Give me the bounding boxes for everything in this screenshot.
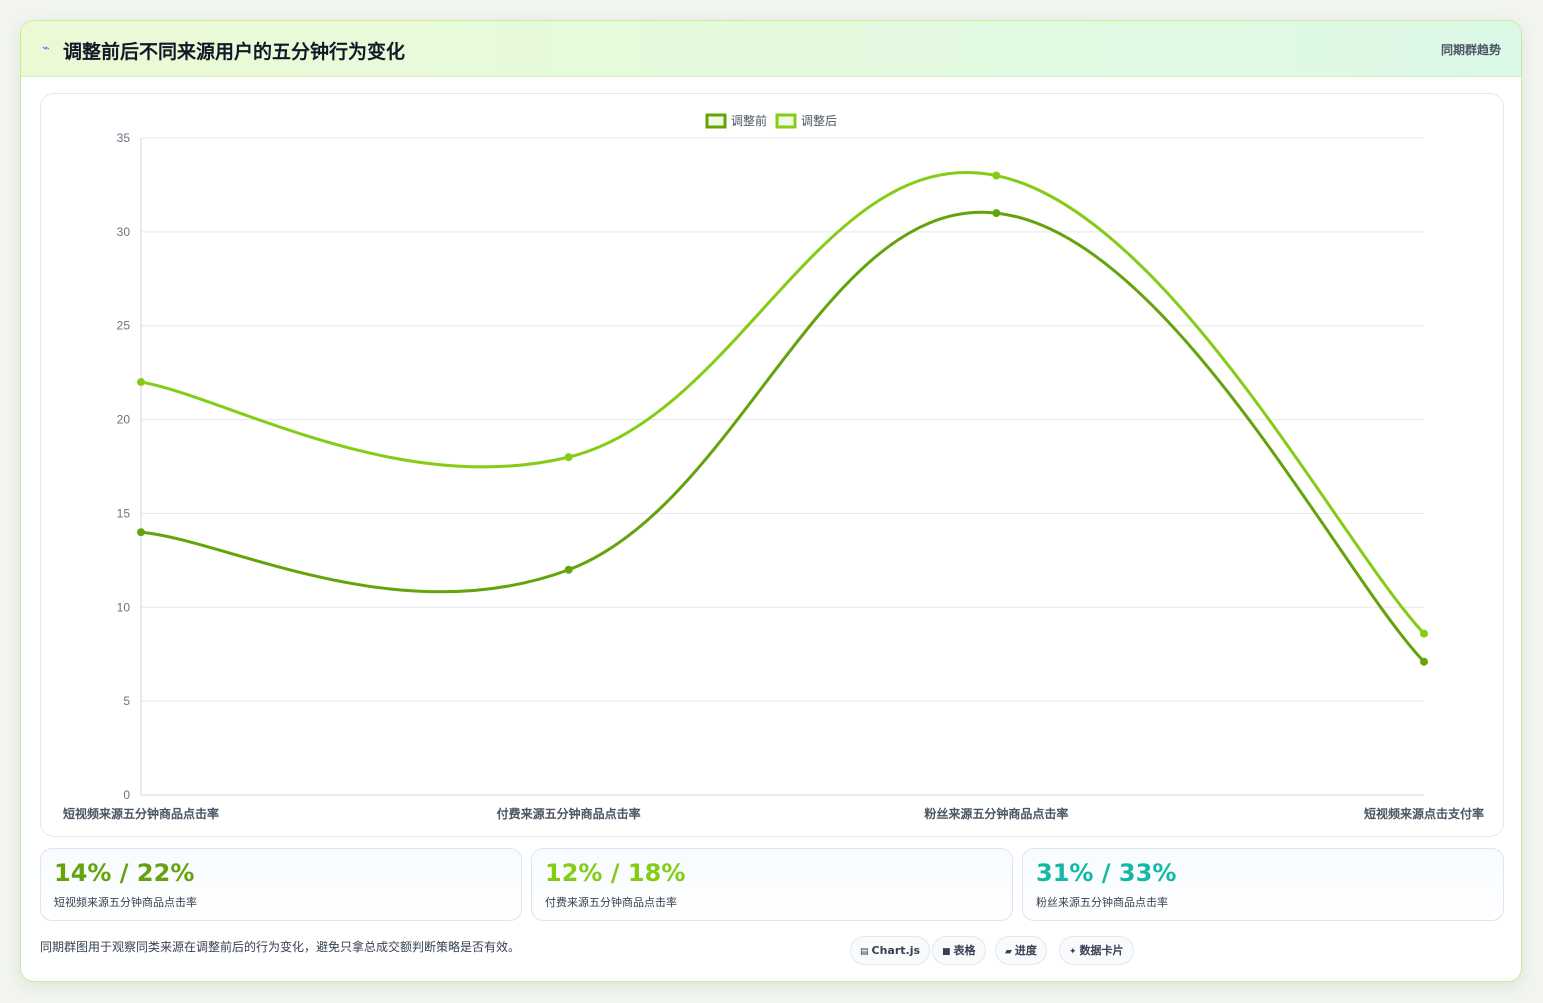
sparkle-icon: ✦ — [1069, 947, 1077, 957]
chip-table[interactable]: ■ 表格 — [932, 936, 986, 965]
y-tick-label: 15 — [117, 506, 131, 520]
stat-value: 31% / 33% — [1036, 859, 1177, 887]
card-header: ⌁ 调整前后不同来源用户的五分钟行为变化 同期群趋势 — [21, 21, 1521, 77]
data-point — [137, 528, 145, 537]
data-point — [1420, 629, 1428, 638]
chip-label: Chart.js — [871, 944, 921, 957]
data-point — [564, 565, 573, 574]
x-tick-label: 付费来源五分钟商品点击率 — [497, 806, 641, 821]
x-tick-label: 粉丝来源五分钟商品点击率 — [924, 806, 1068, 821]
y-tick-label: 0 — [123, 788, 130, 802]
stat-card: 12% / 18% 付费来源五分钟商品点击率 — [531, 848, 1013, 921]
chip-label: 进度 — [1014, 944, 1037, 957]
x-tick-label: 短视频来源点击支付率 — [1364, 806, 1484, 821]
data-point — [564, 453, 573, 462]
data-point — [1420, 657, 1428, 666]
card-title: 调整前后不同来源用户的五分钟行为变化 — [63, 41, 406, 63]
chip-progress[interactable]: ▰ 进度 — [995, 936, 1047, 965]
stat-value: 12% / 18% — [545, 859, 686, 887]
legend-label: 调整前 — [731, 113, 767, 128]
stat-label: 短视频来源五分钟商品点击率 — [54, 896, 197, 909]
series-line — [140, 171, 1426, 635]
table-icon: ■ — [942, 947, 951, 957]
y-tick-label: 25 — [117, 319, 131, 333]
chip-chartjs[interactable]: ▤ Chart.js — [850, 936, 931, 965]
legend-label: 调整后 — [801, 113, 837, 128]
data-point — [992, 209, 1001, 218]
footer-note: 同期群图用于观察同类来源在调整前后的行为变化，避免只拿总成交额判断策略是否有效。 — [40, 940, 521, 954]
chart-panel: 0 5 10 15 20 25 30 35 短视频来源五分钟商品点击率 付费来源五分钟商品点击率 粉… — [40, 93, 1504, 837]
progress-icon: ▰ — [1005, 947, 1012, 957]
y-tick-label: 35 — [117, 131, 131, 145]
stat-card: 31% / 33% 粉丝来源五分钟商品点击率 — [1022, 848, 1504, 921]
stat-cards: 14% / 22% 短视频来源五分钟商品点击率 12% / 18% 付费来源五分… — [40, 848, 1504, 921]
y-tick-label: 30 — [117, 225, 131, 239]
stat-label: 付费来源五分钟商品点击率 — [545, 896, 677, 909]
series-line — [140, 210, 1426, 663]
chip-data-card[interactable]: ✦ 数据卡片 — [1059, 936, 1134, 965]
data-point — [137, 378, 145, 387]
trend-icon: ⌁ — [42, 41, 50, 56]
legend-swatch — [775, 113, 797, 129]
y-tick-label: 10 — [117, 600, 131, 614]
y-tick-label: 20 — [117, 413, 131, 427]
stat-card: 14% / 22% 短视频来源五分钟商品点击率 — [40, 848, 522, 921]
legend-swatch — [705, 113, 727, 129]
line-chart: 0 5 10 15 20 25 30 35 短视频来源五分钟商品点击率 付费来源五分钟商品点击率 粉… — [63, 113, 1484, 821]
chip-label: 表格 — [953, 944, 976, 957]
chart-icon: ▤ — [860, 947, 869, 957]
chip-label: 数据卡片 — [1079, 944, 1124, 957]
chart-card: ⌁ 调整前后不同来源用户的五分钟行为变化 同期群趋势 0 5 10 15 20 25 30 3… — [20, 20, 1522, 982]
stat-label: 粉丝来源五分钟商品点击率 — [1036, 896, 1168, 909]
stat-value: 14% / 22% — [54, 859, 195, 887]
header-tag: 同期群趋势 — [1440, 43, 1501, 57]
x-tick-label: 短视频来源五分钟商品点击率 — [63, 806, 219, 821]
y-tick-label: 5 — [123, 694, 130, 708]
data-point — [992, 171, 1001, 180]
